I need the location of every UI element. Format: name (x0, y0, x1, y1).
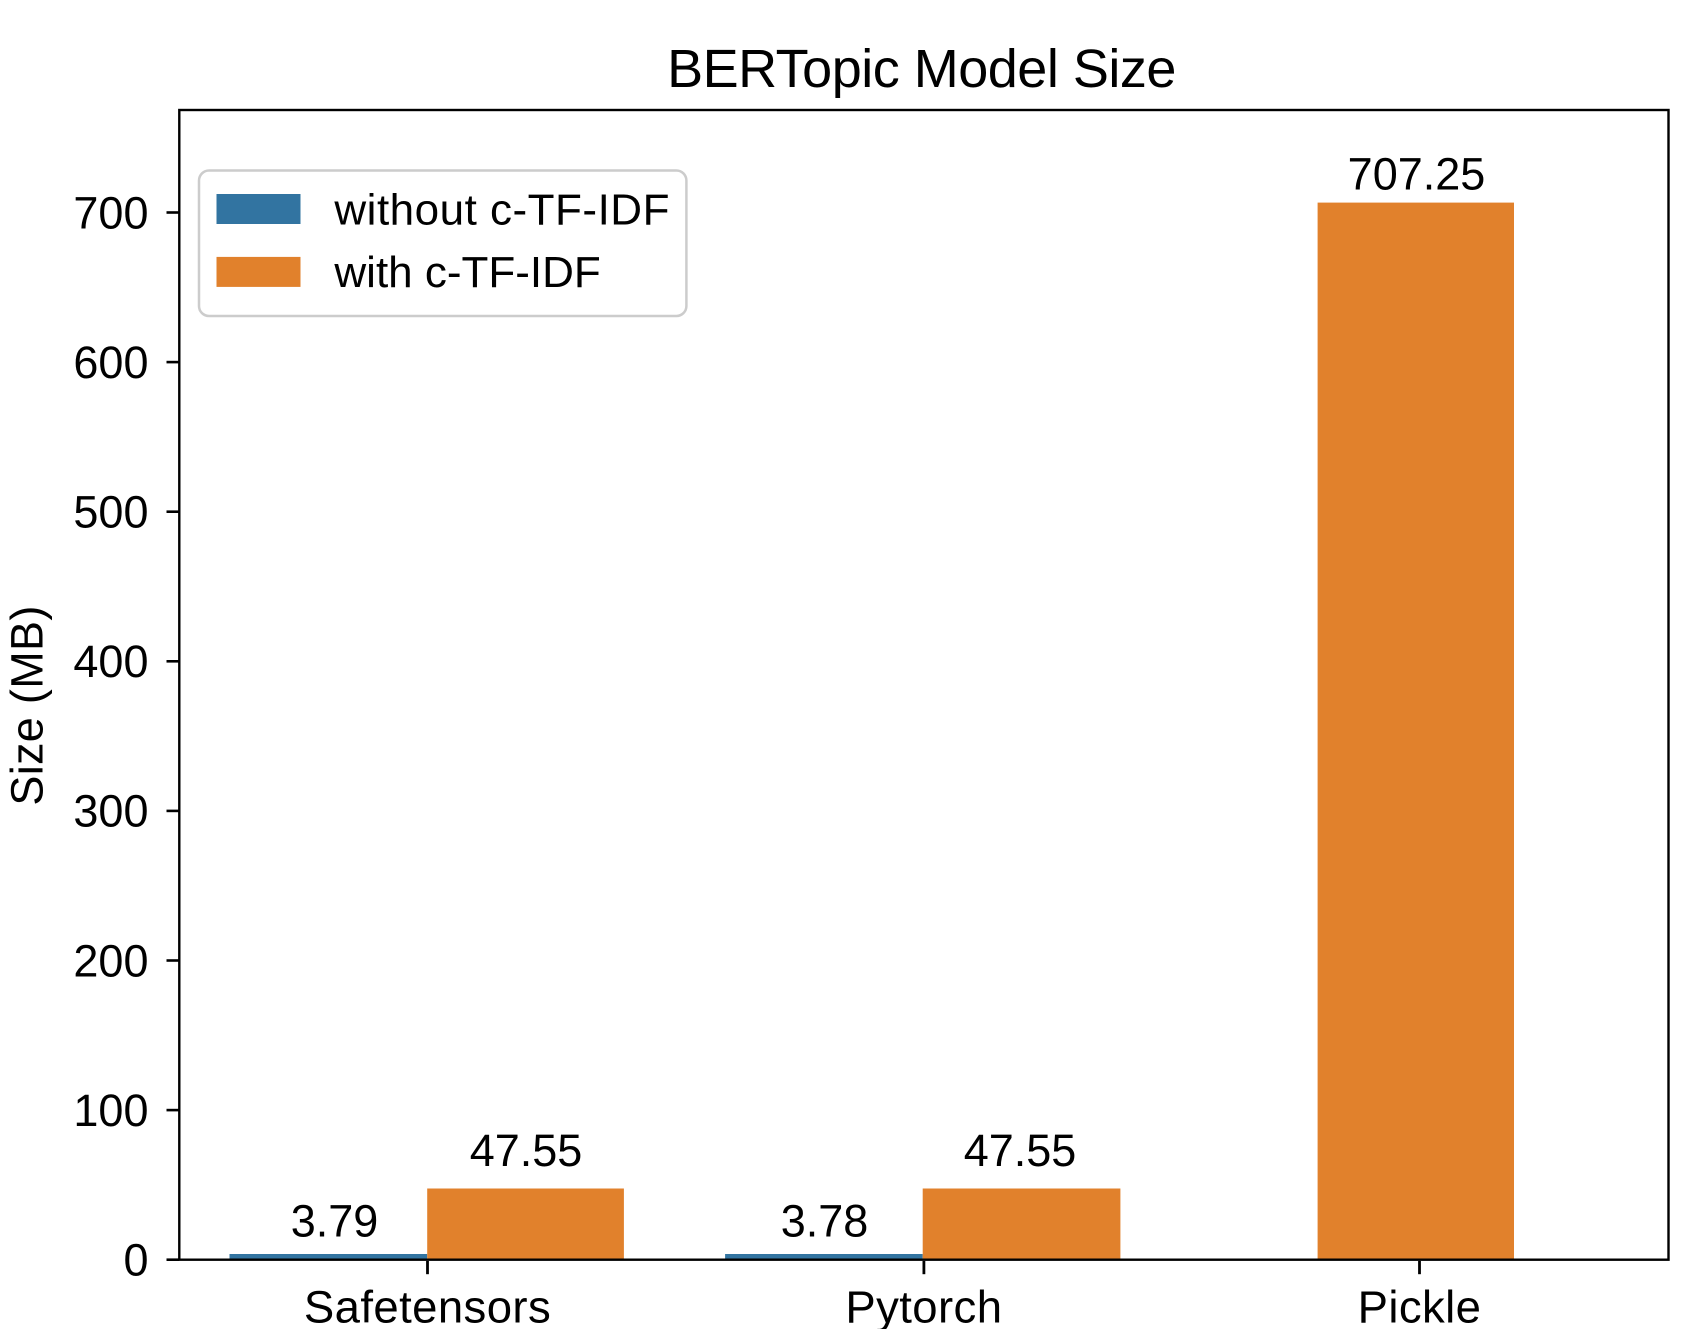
svg-text:Safetensors: Safetensors (304, 1282, 551, 1329)
svg-text:3.78: 3.78 (781, 1196, 869, 1247)
svg-text:without c-TF-IDF: without c-TF-IDF (333, 185, 670, 234)
svg-text:Pickle: Pickle (1358, 1282, 1482, 1329)
svg-text:3.79: 3.79 (291, 1196, 379, 1247)
svg-text:BERTopic Model Size: BERTopic Model Size (667, 39, 1176, 99)
svg-text:0: 0 (123, 1235, 148, 1286)
svg-text:47.55: 47.55 (470, 1125, 583, 1176)
svg-text:300: 300 (73, 786, 148, 837)
svg-text:400: 400 (73, 636, 148, 687)
svg-text:with c-TF-IDF: with c-TF-IDF (333, 248, 600, 297)
svg-text:200: 200 (73, 935, 148, 986)
svg-text:600: 600 (73, 337, 148, 388)
svg-text:500: 500 (73, 487, 148, 538)
svg-text:100: 100 (73, 1085, 148, 1136)
svg-text:707.25: 707.25 (1348, 148, 1486, 199)
svg-text:700: 700 (73, 187, 148, 238)
svg-text:47.55: 47.55 (964, 1125, 1077, 1176)
svg-text:Size (MB): Size (MB) (2, 605, 53, 805)
svg-text:Pytorch: Pytorch (845, 1282, 1002, 1329)
